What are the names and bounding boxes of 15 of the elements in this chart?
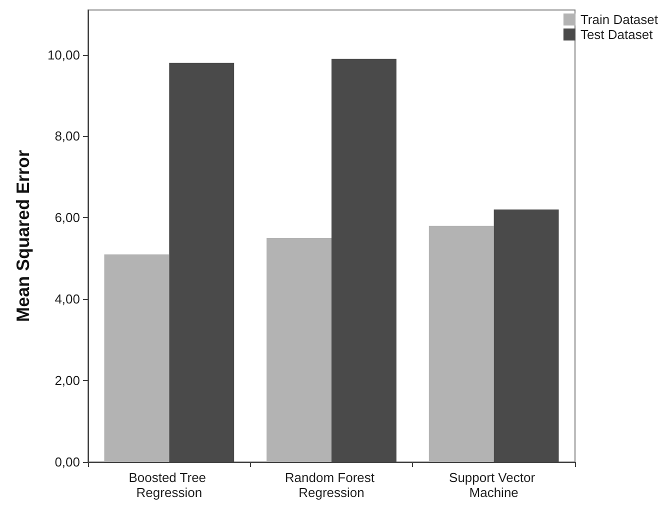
y-tick-label: 10,00	[47, 47, 80, 62]
legend-label: Test Dataset	[580, 27, 654, 42]
x-tick-label: Support Vector Machine	[449, 470, 539, 500]
bar	[266, 238, 332, 462]
y-tick-label: 0,00	[54, 454, 80, 470]
y-tick-label: 4,00	[54, 292, 80, 307]
y-tick-label: 2,00	[54, 373, 80, 388]
y-tick-label: 6,00	[54, 210, 80, 226]
legend-label: Train Dataset	[580, 12, 658, 27]
y-axis-title: Mean Squared Error	[13, 150, 33, 322]
bar	[104, 254, 170, 462]
y-tick-label: 8,00	[54, 128, 80, 144]
x-tick-label: Random Forest Regression	[284, 470, 378, 500]
bar	[428, 226, 494, 462]
x-tick-label: Boosted Tree Regression	[128, 470, 210, 500]
